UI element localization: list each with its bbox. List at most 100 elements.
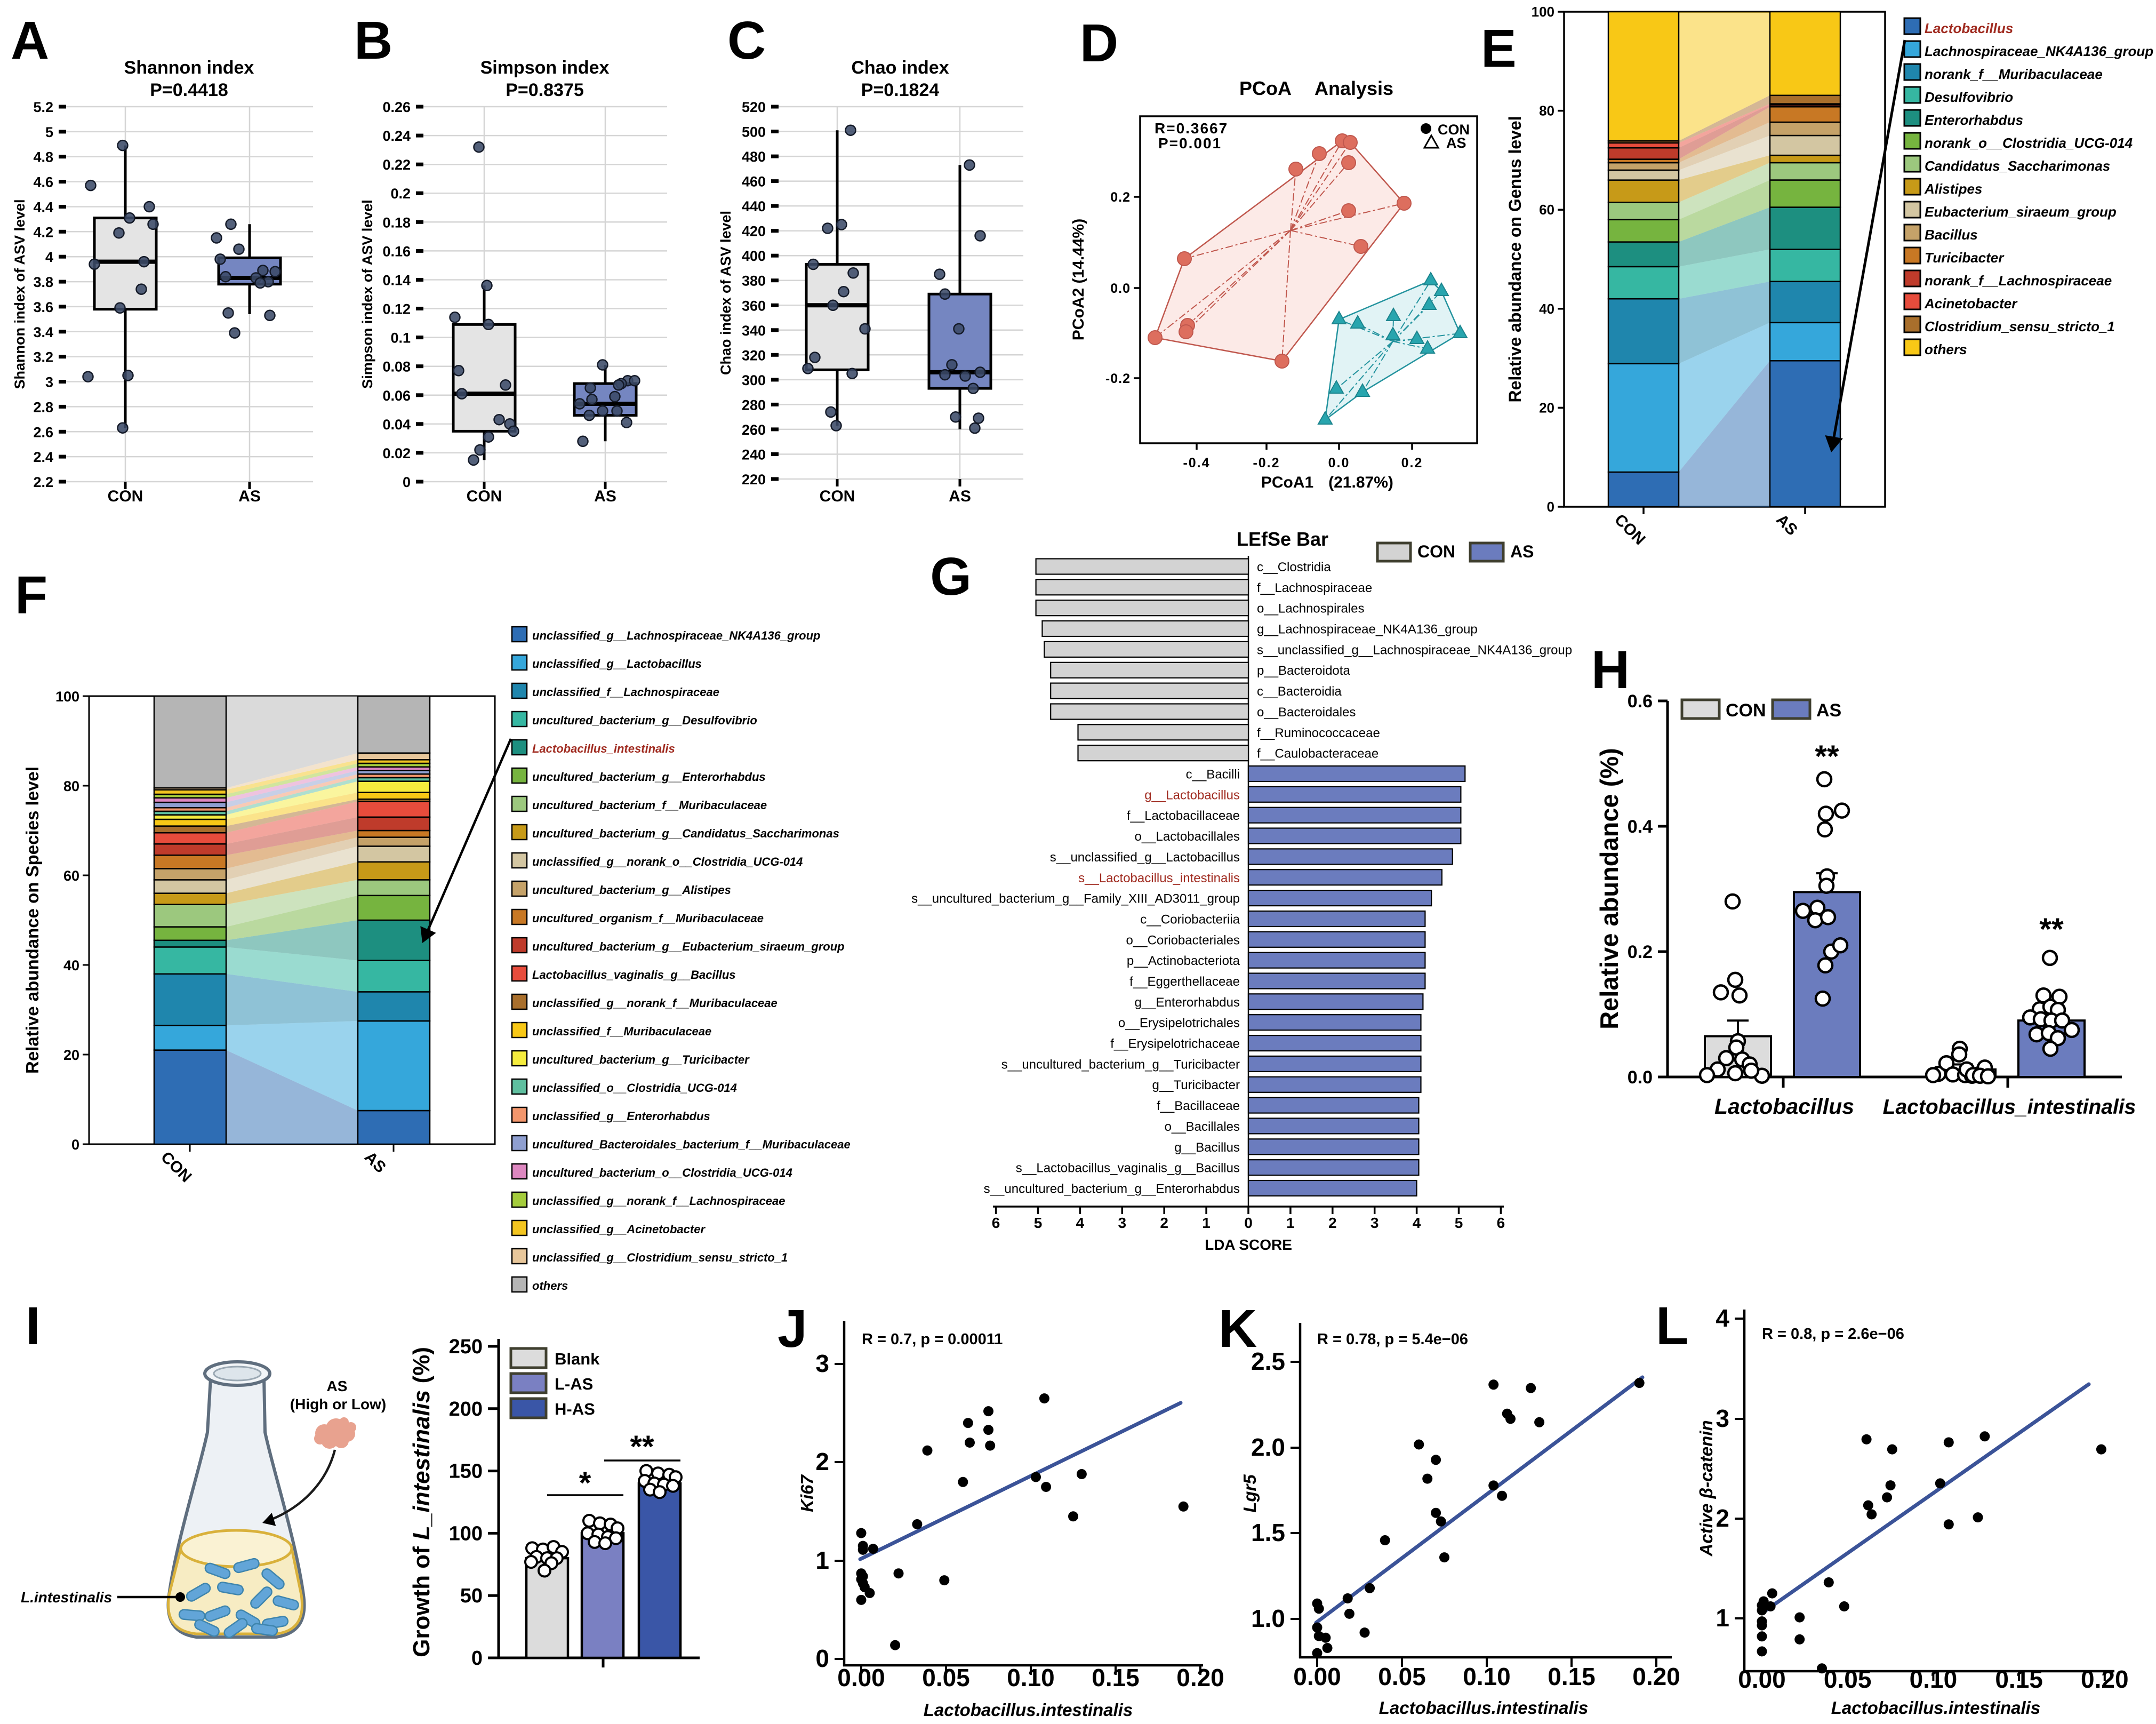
svg-text:3: 3: [1716, 1404, 1729, 1432]
svg-text:Shannon index of ASV level: Shannon index of ASV level: [12, 199, 28, 389]
svg-text:150: 150: [449, 1460, 483, 1483]
svg-text:0.05: 0.05: [1378, 1663, 1426, 1690]
svg-text:3.6: 3.6: [33, 299, 53, 315]
svg-text:R = 0.78, p = 5.4e−06: R = 0.78, p = 5.4e−06: [1317, 1331, 1468, 1348]
svg-text:Simpson index of ASV level: Simpson index of ASV level: [359, 199, 375, 389]
svg-text:520: 520: [742, 99, 766, 115]
svg-text:0.00: 0.00: [1738, 1665, 1786, 1693]
svg-text:0.6: 0.6: [1628, 691, 1653, 712]
svg-text:c__Coriobacteriia: c__Coriobacteriia: [1140, 913, 1240, 927]
svg-text:unclassified_g__Acinetobacter: unclassified_g__Acinetobacter: [532, 1223, 706, 1236]
svg-text:P=0.001: P=0.001: [1158, 135, 1222, 151]
svg-text:Enterorhabdus: Enterorhabdus: [1925, 112, 2023, 128]
svg-text:100: 100: [55, 689, 79, 705]
svg-text:20: 20: [1539, 400, 1554, 416]
svg-text:5: 5: [1034, 1215, 1043, 1231]
svg-text:CON: CON: [1417, 542, 1455, 561]
svg-text:5: 5: [1455, 1215, 1463, 1231]
svg-text:3: 3: [1370, 1215, 1379, 1231]
svg-text:0.26: 0.26: [382, 99, 411, 115]
svg-text:2.2: 2.2: [33, 474, 53, 490]
svg-text:500: 500: [742, 124, 766, 140]
svg-text:0.10: 0.10: [1007, 1664, 1055, 1691]
svg-text:250: 250: [449, 1336, 483, 1358]
svg-text:Simpson index: Simpson index: [480, 58, 610, 78]
svg-text:0.06: 0.06: [382, 388, 411, 404]
svg-text:unclassified_o__Clostridia_UCG: unclassified_o__Clostridia_UCG-014: [532, 1081, 737, 1095]
svg-text:0: 0: [815, 1645, 829, 1672]
svg-text:LEfSe Bar: LEfSe Bar: [1237, 528, 1328, 550]
svg-text:360: 360: [742, 298, 766, 314]
svg-text:norank_f__Lachnospiraceae: norank_f__Lachnospiraceae: [1925, 273, 2112, 289]
svg-text:PCoA2 (14.44%): PCoA2 (14.44%): [1070, 219, 1087, 340]
svg-text:unclassified_g__norank_o__Clos: unclassified_g__norank_o__Clostridia_UCG…: [532, 855, 803, 868]
svg-text:P=0.8375: P=0.8375: [506, 80, 584, 100]
svg-text:Lactobacillus: Lactobacillus: [1925, 20, 2013, 36]
svg-text:L.intestinalis: L.intestinalis: [21, 1589, 112, 1606]
svg-text:1: 1: [1716, 1604, 1729, 1632]
svg-text:LDA SCORE: LDA SCORE: [1205, 1236, 1292, 1253]
svg-text:0.10: 0.10: [1910, 1665, 1958, 1693]
svg-text:100: 100: [1532, 4, 1554, 20]
svg-text:uncultured_bacterium_g__Alisti: uncultured_bacterium_g__Alistipes: [532, 883, 731, 897]
svg-text:R=0.3667: R=0.3667: [1155, 120, 1228, 137]
svg-text:0.2: 0.2: [1401, 456, 1423, 470]
svg-text:Ki67: Ki67: [797, 1474, 817, 1512]
svg-text:f__Bacillaceae: f__Bacillaceae: [1157, 1099, 1240, 1113]
svg-text:0.2: 0.2: [1110, 190, 1131, 205]
svg-text:4.4: 4.4: [33, 199, 53, 216]
svg-text:40: 40: [1539, 301, 1554, 317]
svg-text:0.0: 0.0: [1328, 456, 1350, 470]
svg-text:0.05: 0.05: [1824, 1665, 1872, 1693]
svg-text:0.1: 0.1: [390, 330, 411, 346]
svg-text:Turicibacter: Turicibacter: [1925, 250, 2005, 266]
svg-text:Lachnospiraceae_NK4A136_group: Lachnospiraceae_NK4A136_group: [1925, 43, 2153, 59]
svg-text:s__unclassified_g__Lactobacill: s__unclassified_g__Lactobacillus: [1050, 850, 1240, 865]
svg-text:c__Bacilli: c__Bacilli: [1186, 768, 1240, 782]
svg-text:2.6: 2.6: [33, 424, 53, 440]
svg-text:Relative abundance (%): Relative abundance (%): [1595, 748, 1623, 1029]
svg-text:4: 4: [1716, 1304, 1729, 1332]
svg-text:Lactobacillus.intestinalis: Lactobacillus.intestinalis: [924, 1700, 1133, 1720]
svg-text:CON: CON: [1726, 700, 1766, 721]
svg-text:unclassified_g__Lachnospiracea: unclassified_g__Lachnospiraceae_NK4A136_…: [532, 629, 820, 642]
svg-text:100: 100: [449, 1522, 483, 1545]
svg-text:norank_f__Muribaculaceae: norank_f__Muribaculaceae: [1925, 66, 2103, 82]
svg-text:0: 0: [71, 1137, 79, 1153]
svg-text:-0.2: -0.2: [1253, 456, 1280, 470]
svg-text:0.22: 0.22: [382, 157, 411, 173]
svg-text:60: 60: [63, 868, 79, 884]
svg-text:G: G: [930, 547, 972, 606]
svg-text:0.10: 0.10: [1463, 1663, 1511, 1690]
svg-text:norank_o__Clostridia_UCG-014: norank_o__Clostridia_UCG-014: [1925, 135, 2133, 151]
svg-text:340: 340: [742, 323, 766, 339]
svg-text:K: K: [1219, 1299, 1257, 1359]
svg-text:280: 280: [742, 397, 766, 413]
svg-text:Chao index of ASV level: Chao index of ASV level: [718, 211, 734, 375]
svg-text:0: 0: [1244, 1215, 1253, 1231]
svg-text:AS: AS: [1816, 700, 1841, 721]
svg-text:f__Lachnospiraceae: f__Lachnospiraceae: [1257, 581, 1372, 595]
svg-text:3: 3: [45, 374, 53, 390]
svg-text:2.4: 2.4: [33, 449, 53, 465]
svg-text:uncultured_organism_f__Muribac: uncultured_organism_f__Muribaculaceae: [532, 912, 764, 925]
svg-text:40: 40: [63, 957, 79, 973]
svg-text:0.20: 0.20: [2081, 1665, 2129, 1693]
svg-text:g__Bacillus: g__Bacillus: [1174, 1140, 1240, 1155]
svg-text:Desulfovibrio: Desulfovibrio: [1925, 89, 2013, 105]
svg-text:380: 380: [742, 273, 766, 289]
svg-text:g__Lactobacillus: g__Lactobacillus: [1144, 788, 1240, 802]
svg-text:uncultured_bacterium_g__Entero: uncultured_bacterium_g__Enterorhabdus: [532, 770, 766, 784]
svg-text:H: H: [1591, 640, 1630, 700]
svg-text:PCoA: PCoA: [1239, 77, 1292, 99]
svg-text:H-AS: H-AS: [555, 1400, 595, 1418]
svg-text:0.24: 0.24: [382, 128, 411, 144]
svg-text:2.8: 2.8: [33, 399, 53, 415]
svg-text:Lactobacillus: Lactobacillus: [1714, 1094, 1854, 1119]
svg-text:C: C: [727, 11, 766, 70]
svg-text:460: 460: [742, 174, 766, 190]
svg-text:uncultured_bacterium_g__Eubact: uncultured_bacterium_g__Eubacterium_sira…: [532, 940, 845, 953]
svg-text:c__Bacteroidia: c__Bacteroidia: [1257, 684, 1342, 699]
svg-text:*: *: [579, 1466, 591, 1500]
svg-text:400: 400: [742, 248, 766, 264]
